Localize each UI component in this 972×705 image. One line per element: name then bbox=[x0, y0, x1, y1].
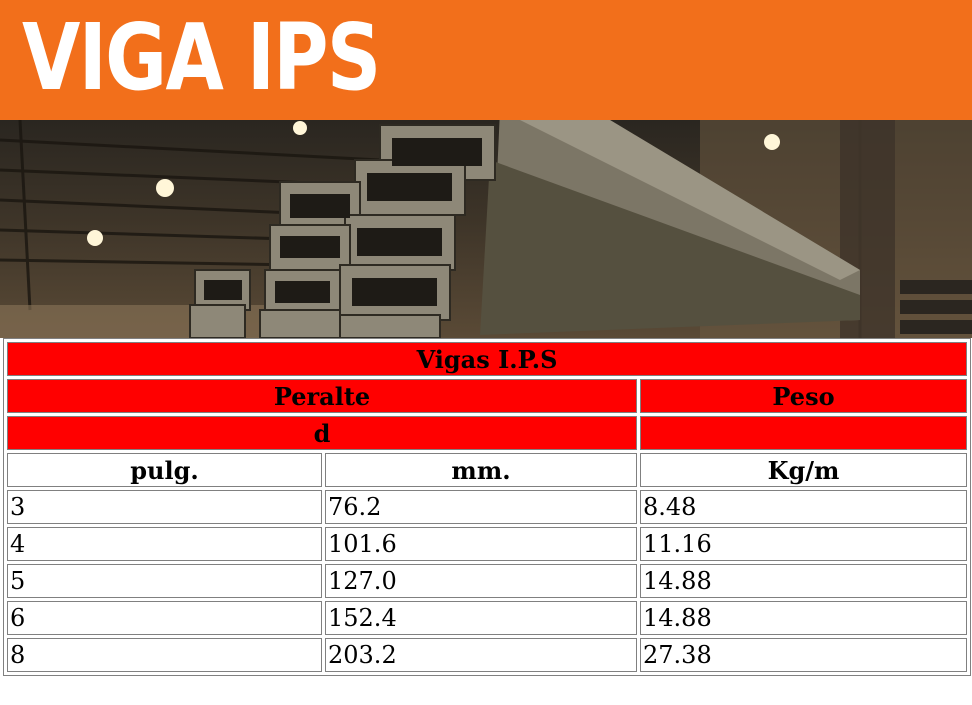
cell-pulg: 5 bbox=[7, 564, 322, 598]
steel-beams-photo bbox=[0, 120, 972, 338]
cell-kgm: 8.48 bbox=[640, 490, 967, 524]
vigas-ips-table: Vigas I.P.S Peralte Peso d pulg. mm. Kg/… bbox=[3, 338, 971, 676]
table-row: 5 127.0 14.88 bbox=[7, 564, 967, 598]
cell-mm: 101.6 bbox=[325, 527, 637, 561]
table-row: 3 76.2 8.48 bbox=[7, 490, 967, 524]
peso-subheader-empty bbox=[640, 416, 967, 450]
cell-kgm: 11.16 bbox=[640, 527, 967, 561]
table-row: 4 101.6 11.16 bbox=[7, 527, 967, 561]
table-title: Vigas I.P.S bbox=[7, 342, 967, 376]
cell-pulg: 4 bbox=[7, 527, 322, 561]
col-kgm-header: Kg/m bbox=[640, 453, 967, 487]
cell-pulg: 3 bbox=[7, 490, 322, 524]
page-title: VIGA IPS bbox=[22, 4, 381, 111]
col-mm-header: mm. bbox=[325, 453, 637, 487]
cell-mm: 152.4 bbox=[325, 601, 637, 635]
d-header: d bbox=[7, 416, 637, 450]
cell-mm: 203.2 bbox=[325, 638, 637, 672]
cell-kgm: 27.38 bbox=[640, 638, 967, 672]
cell-kgm: 14.88 bbox=[640, 601, 967, 635]
title-banner: VIGA IPS bbox=[0, 0, 972, 120]
peralte-header: Peralte bbox=[7, 379, 637, 413]
cell-mm: 127.0 bbox=[325, 564, 637, 598]
table-row: 8 203.2 27.38 bbox=[7, 638, 967, 672]
cell-kgm: 14.88 bbox=[640, 564, 967, 598]
table-row: 6 152.4 14.88 bbox=[7, 601, 967, 635]
peso-header: Peso bbox=[640, 379, 967, 413]
cell-pulg: 6 bbox=[7, 601, 322, 635]
col-pulg-header: pulg. bbox=[7, 453, 322, 487]
cell-mm: 76.2 bbox=[325, 490, 637, 524]
cell-pulg: 8 bbox=[7, 638, 322, 672]
